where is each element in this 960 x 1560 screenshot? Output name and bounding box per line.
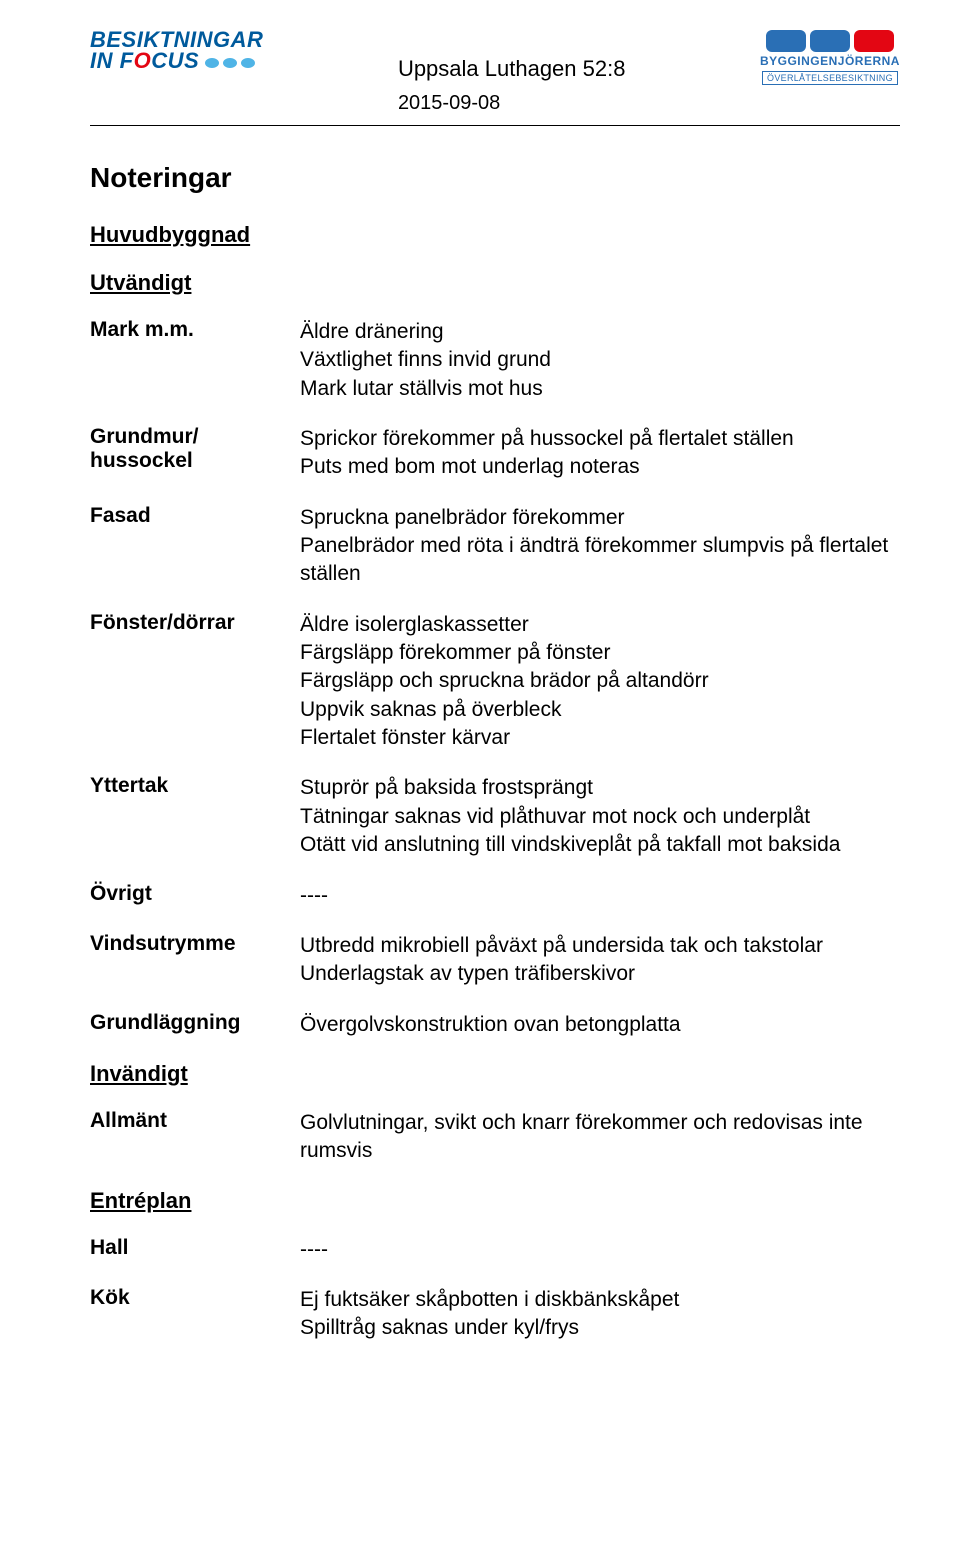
label-fonster: Fönster/dörrar [90,611,300,635]
label-fasad: Fasad [90,504,300,528]
section-invandigt: Invändigt [90,1061,900,1087]
logo-left: BESIKTNINGAR IN FOCUS [90,30,263,72]
divider [90,125,900,126]
value-grund: Övergolvskonstruktion ovan betongplatta [300,1011,900,1039]
label-vind: Vindsutrymme [90,932,300,956]
page: BESIKTNINGAR IN FOCUS Uppsala Luthagen 5… [0,0,960,1395]
value-fonster: Äldre isolerglaskassetter Färgsläpp före… [300,611,900,753]
section-huvudbyggnad: Huvudbyggnad [90,222,900,248]
row-kok: Kök Ej fuktsäker skåpbotten i diskbänksk… [90,1286,900,1343]
row-hall: Hall ---- [90,1236,900,1264]
value-ovrigt: ---- [300,882,900,910]
row-grundmur: Grundmur/ hussockel Sprickor förekommer … [90,425,900,482]
logo-left-line2: IN FOCUS [90,51,199,72]
logo-right-line2: ÖVERLÅTELSEBESIKTNING [762,71,898,85]
value-kok: Ej fuktsäker skåpbotten i diskbänkskåpet… [300,1286,900,1343]
row-fonster: Fönster/dörrar Äldre isolerglaskassetter… [90,611,900,753]
row-yttertak: Yttertak Stuprör på baksida frostsprängt… [90,774,900,859]
label-grundmur: Grundmur/ hussockel [90,425,300,473]
label-kok: Kök [90,1286,300,1310]
logo-right: BYGGINGENJÖRERNA ÖVERLÅTELSEBESIKTNING [760,30,900,86]
row-ovrigt: Övrigt ---- [90,882,900,910]
row-allmant: Allmänt Golvlutningar, svikt och knarr f… [90,1109,900,1166]
row-fasad: Fasad Spruckna panelbrädor förekommer Pa… [90,504,900,589]
label-mark: Mark m.m. [90,318,300,342]
label-hall: Hall [90,1236,300,1260]
doc-date: 2015-09-08 [398,92,626,115]
row-vind: Vindsutrymme Utbredd mikrobiell påväxt p… [90,932,900,989]
value-yttertak: Stuprör på baksida frostsprängt Tätninga… [300,774,900,859]
section-utvandigt: Utvändigt [90,270,900,296]
value-vind: Utbredd mikrobiell påväxt på undersida t… [300,932,900,989]
logo-bars-icon [760,30,900,52]
label-grund: Grundläggning [90,1011,300,1035]
label-ovrigt: Övrigt [90,882,300,906]
value-mark: Äldre dränering Växtlighet finns invid g… [300,318,900,403]
section-entreplan: Entréplan [90,1188,900,1214]
row-mark: Mark m.m. Äldre dränering Växtlighet fin… [90,318,900,403]
label-allmant: Allmänt [90,1109,300,1133]
main-heading: Noteringar [90,162,900,194]
value-hall: ---- [300,1236,900,1264]
row-grund: Grundläggning Övergolvskonstruktion ovan… [90,1011,900,1039]
value-grundmur: Sprickor förekommer på hussockel på fler… [300,425,900,482]
logo-right-line1: BYGGINGENJÖRERNA [760,54,900,68]
header: BESIKTNINGAR IN FOCUS Uppsala Luthagen 5… [90,30,900,115]
label-yttertak: Yttertak [90,774,300,798]
doc-title: Uppsala Luthagen 52:8 [398,56,626,82]
value-allmant: Golvlutningar, svikt och knarr förekomme… [300,1109,900,1166]
logo-dots-icon [205,58,255,68]
header-center: Uppsala Luthagen 52:8 2015-09-08 [398,56,626,115]
value-fasad: Spruckna panelbrädor förekommer Panelbrä… [300,504,900,589]
